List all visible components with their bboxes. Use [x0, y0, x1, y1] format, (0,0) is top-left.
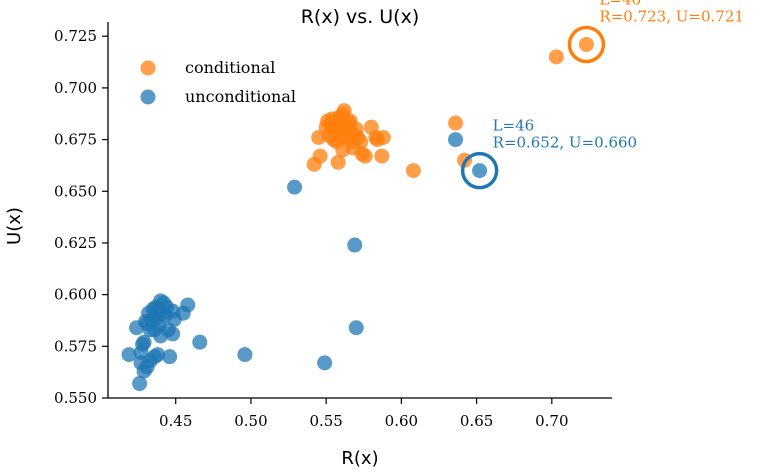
chart-title: R(x) vs. U(x)	[301, 6, 420, 28]
x-tick-label: 0.55	[309, 412, 342, 430]
data-point	[330, 154, 346, 170]
data-point	[342, 113, 358, 129]
data-point	[162, 349, 178, 365]
annotation-text: L=46	[493, 117, 535, 135]
data-point	[129, 320, 145, 336]
series-conditional	[306, 36, 594, 179]
x-ticks: 0.45 0.50 0.55 0.60 0.65 0.70	[159, 398, 569, 430]
data-point	[405, 163, 421, 179]
annotation-text: R=0.723, U=0.721	[599, 7, 744, 25]
data-point	[374, 148, 390, 164]
legend: conditional unconditional	[140, 58, 296, 106]
data-point	[347, 237, 363, 253]
series-unconditional	[121, 132, 488, 392]
y-tick-label: 0.725	[54, 27, 97, 45]
highlight-ring	[567, 25, 606, 64]
annotation-text: L=46	[599, 0, 641, 8]
axes: 0.45 0.50 0.55 0.60 0.65 0.70 0.550 0.575 0.600…	[54, 22, 612, 430]
data-point	[578, 36, 594, 52]
highlight-ring	[460, 151, 499, 190]
data-point	[348, 320, 364, 336]
data-point	[335, 142, 351, 158]
data-point	[150, 347, 166, 363]
y-tick-label: 0.700	[54, 79, 97, 97]
data-point	[353, 134, 369, 150]
legend-marker	[140, 89, 156, 105]
data-point	[136, 363, 152, 379]
x-tick-label: 0.45	[159, 412, 192, 430]
data-point	[317, 355, 333, 371]
data-point	[357, 148, 373, 164]
data-point	[237, 347, 253, 363]
y-tick-label: 0.675	[54, 131, 97, 149]
annotation-text: R=0.652, U=0.660	[493, 134, 638, 152]
y-ticks: 0.550 0.575 0.600 0.625 0.650 0.675 0.700 0.725	[54, 27, 108, 407]
legend-marker	[140, 60, 156, 76]
data-point	[448, 132, 464, 148]
y-axis-label: U(x)	[4, 207, 25, 245]
data-point	[121, 347, 137, 363]
y-tick-label: 0.650	[54, 182, 97, 200]
data-point	[160, 322, 176, 338]
y-tick-label: 0.600	[54, 286, 97, 304]
x-axis-label: R(x)	[341, 448, 378, 469]
x-tick-label: 0.50	[234, 412, 267, 430]
y-tick-label: 0.575	[54, 337, 97, 355]
data-point	[287, 179, 303, 195]
legend-label: conditional	[185, 58, 275, 77]
legend-label: unconditional	[185, 87, 296, 106]
data-points-layer	[121, 36, 594, 392]
data-point	[132, 376, 148, 392]
data-point	[472, 163, 488, 179]
x-tick-label: 0.65	[460, 412, 493, 430]
x-tick-label: 0.70	[535, 412, 568, 430]
data-point	[448, 115, 464, 131]
data-point	[192, 334, 208, 350]
y-tick-label: 0.625	[54, 234, 97, 252]
data-point	[548, 49, 564, 65]
y-tick-label: 0.550	[54, 389, 97, 407]
data-point	[312, 148, 328, 164]
data-point	[329, 119, 345, 135]
data-point	[375, 130, 391, 146]
x-tick-label: 0.60	[385, 412, 418, 430]
